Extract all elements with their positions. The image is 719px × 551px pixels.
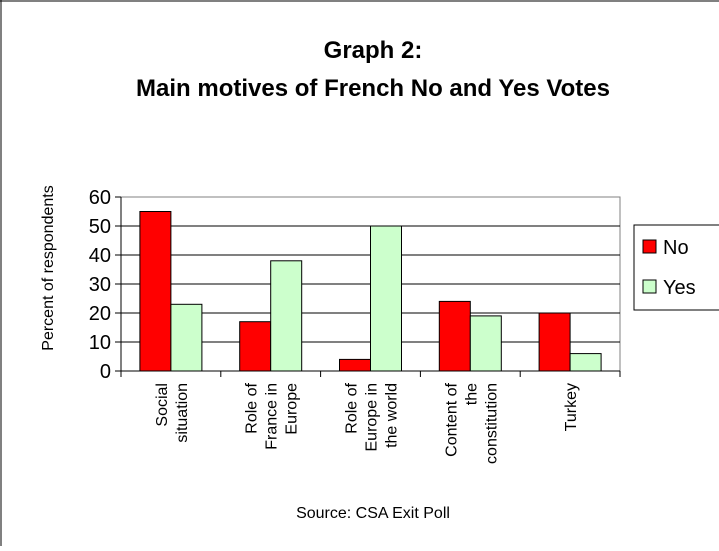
legend (633, 224, 719, 311)
category-label: France in (264, 383, 281, 450)
chart-title-line-2: Main motives of French No and Yes Votes (136, 75, 610, 102)
legend-swatch-yes (642, 279, 657, 294)
bar-no-1 (239, 321, 272, 372)
bar-no-0 (139, 211, 172, 372)
bar-yes-1 (270, 260, 303, 372)
legend-label-no: No (663, 237, 689, 259)
bar-no-2 (339, 358, 371, 372)
y-tick-label: 10 (89, 332, 111, 354)
y-tick-label: 20 (89, 303, 111, 325)
y-axis-label: Percent of respondents (40, 185, 57, 350)
x-axis-label: Source: CSA Exit Poll (296, 505, 450, 522)
legend-swatch-no (642, 239, 657, 254)
y-tick-label: 40 (89, 245, 111, 267)
y-tick-label: 30 (89, 274, 111, 296)
category-label: Role of (244, 382, 261, 433)
legend-label-yes: Yes (663, 277, 696, 299)
category-label: Europe in (364, 383, 381, 452)
category-label: the (463, 383, 480, 405)
category-label: constitution (483, 383, 500, 464)
y-tick-label: 0 (100, 361, 111, 383)
category-label: Content of (443, 382, 460, 456)
bar-no-4 (538, 312, 571, 372)
y-tick-label: 50 (89, 216, 111, 238)
bar-yes-2 (370, 225, 402, 372)
category-label: Europe (284, 383, 301, 435)
bar-yes-4 (569, 353, 602, 372)
bar-yes-3 (469, 315, 502, 372)
category-label: Turkey (563, 383, 580, 431)
category-label: Role of (344, 382, 361, 433)
category-label: situation (174, 383, 191, 443)
category-label: the world (384, 383, 401, 448)
chart-title-line-1: Graph 2: (324, 37, 423, 64)
bar-no-3 (438, 300, 471, 372)
bar-yes-0 (170, 303, 203, 372)
category-label: Social (154, 383, 171, 427)
y-tick-label: 60 (89, 187, 111, 209)
